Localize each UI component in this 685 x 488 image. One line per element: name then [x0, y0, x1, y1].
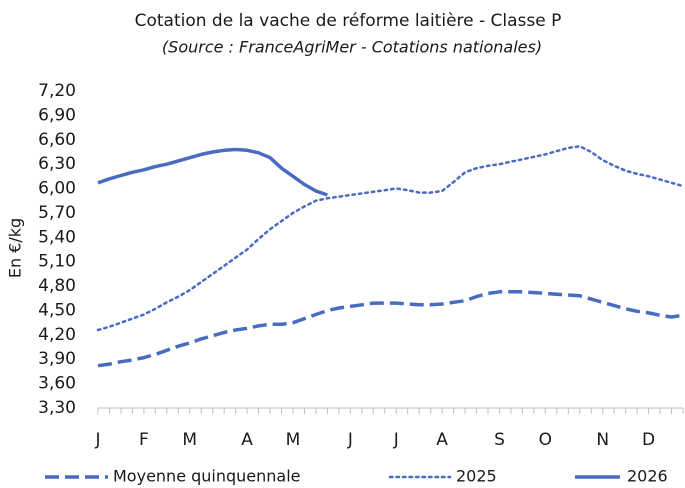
x-tick-label: N — [596, 430, 609, 450]
x-tick-label: M — [286, 430, 301, 450]
y-tick-label: 3,30 — [38, 398, 76, 418]
chart-subtitle: (Source : FranceAgriMer - Cotations nati… — [162, 38, 542, 57]
y-tick-label: 4,50 — [38, 300, 76, 320]
legend-label: 2026 — [627, 467, 668, 486]
x-tick-label: J — [393, 430, 399, 450]
legend-label: Moyenne quinquennale — [113, 467, 301, 486]
series-line — [96, 145, 685, 332]
legend-label: 2025 — [456, 467, 497, 486]
chart-title: Cotation de la vache de réforme laitière… — [135, 11, 562, 31]
series-line — [97, 147, 328, 197]
y-tick-label: 4,20 — [38, 325, 76, 345]
y-tick-label: 7,20 — [38, 81, 76, 101]
x-tick-label: J — [94, 430, 100, 450]
y-tick-label: 5,40 — [38, 227, 76, 247]
y-tick-label: 6,00 — [38, 179, 76, 199]
x-tick-label: A — [436, 430, 448, 450]
y-tick-label: 5,70 — [38, 203, 76, 223]
y-tick-label: 5,10 — [38, 252, 76, 272]
x-tick-label: F — [139, 430, 149, 450]
x-tick-label: O — [539, 430, 552, 450]
y-tick-label: 6,90 — [38, 105, 76, 125]
y-tick-label: 6,30 — [38, 154, 76, 174]
x-tick-label: A — [241, 430, 253, 450]
y-tick-label: 3,60 — [38, 374, 76, 394]
y-axis-label: En €/kg — [6, 218, 25, 278]
x-tick-label: D — [642, 430, 655, 450]
y-tick-label: 4,80 — [38, 276, 76, 296]
x-tick-label: S — [494, 430, 505, 450]
x-tick-label: M — [182, 430, 197, 450]
y-tick-label: 3,90 — [38, 349, 76, 369]
series-line — [97, 290, 684, 368]
x-tick-label: J — [347, 430, 353, 450]
y-tick-label: 6,60 — [38, 130, 76, 150]
